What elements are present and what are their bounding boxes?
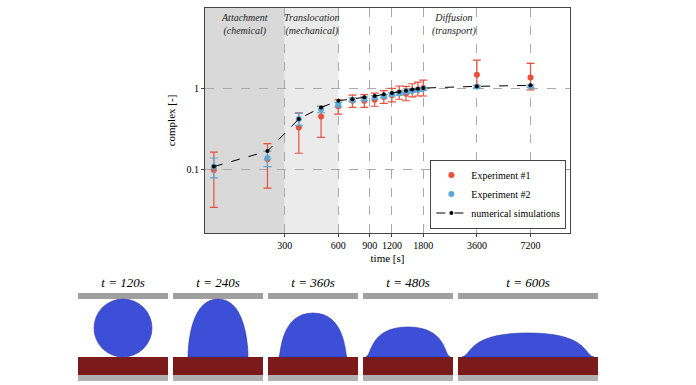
svg-text:1200: 1200 (382, 240, 402, 251)
svg-text:t = 240s: t = 240s (196, 275, 239, 290)
svg-text:complex [-]: complex [-] (165, 95, 177, 147)
svg-text:t = 480s: t = 480s (386, 275, 429, 290)
svg-text:Attachment(chemical): Attachment(chemical) (221, 12, 268, 37)
svg-text:t = 600s: t = 600s (506, 275, 549, 290)
svg-text:Diffusion(transport): Diffusion(transport) (432, 12, 477, 37)
svg-text:300: 300 (277, 240, 292, 251)
svg-text:numerical simulations: numerical simulations (471, 208, 560, 219)
svg-text:t = 360s: t = 360s (291, 275, 334, 290)
svg-text:1800: 1800 (413, 240, 433, 251)
svg-text:1: 1 (194, 83, 199, 94)
svg-text:600: 600 (331, 240, 346, 251)
svg-text:7200: 7200 (521, 240, 541, 251)
svg-text:time [s]: time [s] (371, 252, 405, 264)
svg-text:Translocation(mechanical): Translocation(mechanical) (284, 12, 340, 37)
svg-text:Experiment #1: Experiment #1 (471, 170, 530, 181)
svg-text:3600: 3600 (467, 240, 487, 251)
svg-text:0.1: 0.1 (187, 164, 200, 175)
svg-text:t = 120s: t = 120s (101, 275, 144, 290)
svg-text:Experiment #2: Experiment #2 (471, 189, 530, 200)
svg-text:900: 900 (362, 240, 377, 251)
